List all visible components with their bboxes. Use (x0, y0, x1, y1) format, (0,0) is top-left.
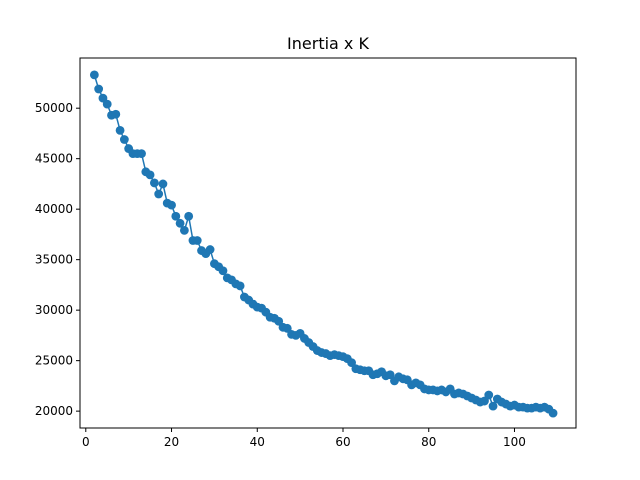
data-point (111, 109, 121, 119)
y-tick-label: 25000 (35, 354, 73, 368)
data-point (154, 189, 164, 199)
data-point (171, 211, 181, 221)
data-point (167, 200, 176, 210)
data-point (488, 401, 498, 411)
x-tick-label: 20 (164, 435, 179, 449)
y-tick-label: 20000 (35, 404, 73, 418)
y-tick-label: 40000 (35, 202, 73, 216)
y-tick-label: 45000 (35, 152, 73, 166)
x-tick-label: 0 (82, 435, 90, 449)
y-axis: 20000 25000 30000 35000 40000 45000 50000 (35, 101, 80, 418)
data-point (179, 225, 189, 235)
x-tick-label: 100 (503, 435, 526, 449)
chart-title: Inertia x K (287, 34, 369, 53)
plot-area-frame (79, 57, 577, 429)
data-point (175, 218, 185, 228)
y-tick-label: 50000 (35, 101, 73, 115)
series-points (89, 70, 558, 418)
data-point (149, 178, 159, 188)
x-axis: 0 20 40 60 80 100 (82, 428, 526, 449)
data-point (205, 245, 215, 254)
data-point (184, 211, 194, 221)
data-point (158, 179, 168, 189)
x-tick-label: 40 (250, 435, 265, 449)
data-point (89, 70, 99, 80)
data-point (548, 408, 558, 418)
data-point (137, 149, 146, 159)
data-point (192, 236, 202, 245)
data-point (119, 135, 129, 144)
y-tick-label: 35000 (35, 253, 73, 267)
x-tick-label: 60 (335, 435, 350, 449)
data-point (218, 266, 228, 276)
data-point (235, 281, 245, 291)
y-tick-label: 30000 (35, 303, 73, 317)
x-tick-label: 80 (421, 435, 436, 449)
data-point (145, 170, 155, 180)
data-point (115, 125, 125, 135)
data-point (484, 390, 494, 400)
data-point (94, 84, 104, 94)
data-point (102, 99, 112, 109)
